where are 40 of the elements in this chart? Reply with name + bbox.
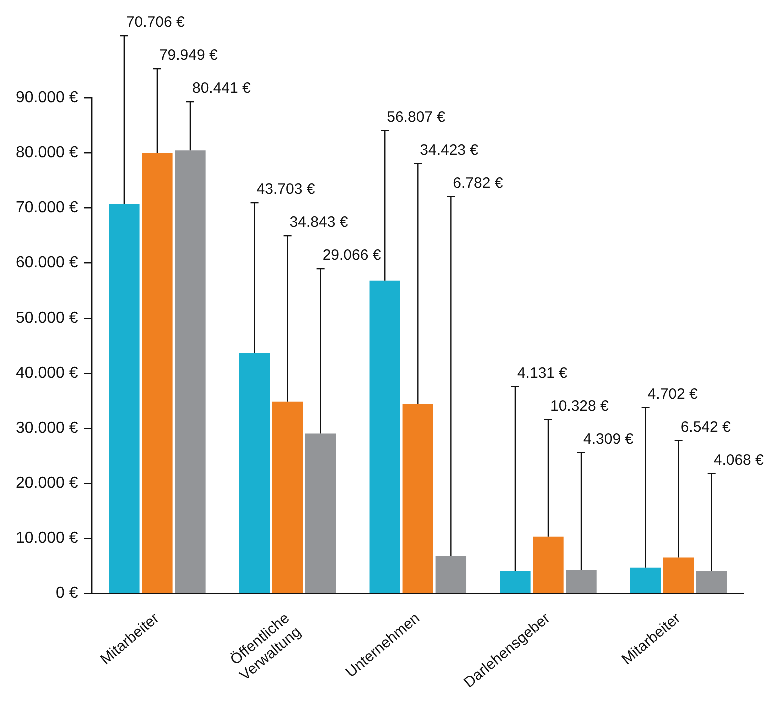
y-tick-label: 70.000 € [16, 200, 78, 217]
bar [630, 568, 662, 594]
data-label: 56.807 € [387, 109, 446, 126]
y-tick-label: 60.000 € [16, 254, 78, 272]
bar [696, 571, 728, 594]
data-label: 29.066 € [322, 247, 382, 264]
data-label: 43.703 € [256, 181, 316, 198]
data-label: 6.782 € [453, 175, 504, 192]
bar [305, 434, 336, 594]
y-tick-label: 0 € [56, 585, 78, 602]
data-label: 34.423 € [420, 142, 480, 159]
data-label: 4.131 € [517, 365, 568, 382]
y-tick-label: 90.000 € [16, 89, 78, 106]
data-label: 10.328 € [550, 398, 610, 416]
bar [109, 204, 140, 594]
bar [175, 150, 206, 594]
y-tick-label: 50.000 € [16, 310, 78, 327]
bar [566, 570, 597, 594]
data-label: 34.843 € [290, 214, 349, 232]
bar [272, 402, 304, 594]
bar [370, 280, 400, 594]
bar [663, 558, 694, 594]
data-label: 80.441 € [192, 80, 252, 98]
y-tick-label: 30.000 € [16, 420, 78, 437]
y-tick-label: 80.000 € [16, 144, 78, 162]
bar [436, 556, 467, 594]
bar [402, 404, 434, 594]
bar [533, 536, 564, 594]
data-label: 70.706 € [126, 14, 186, 32]
data-label: 4.702 € [648, 386, 699, 403]
y-tick-label: 20.000 € [16, 475, 78, 492]
y-tick-label: 40.000 € [16, 364, 78, 382]
data-label: 6.542 € [680, 418, 732, 436]
bar [142, 153, 173, 594]
y-tick-label: 10.000 € [16, 530, 78, 548]
data-label: 4.309 € [584, 431, 634, 448]
data-label: 4.068 € [714, 452, 765, 469]
data-label: 79.949 € [159, 47, 218, 64]
bar [239, 353, 270, 594]
bar [500, 571, 531, 594]
